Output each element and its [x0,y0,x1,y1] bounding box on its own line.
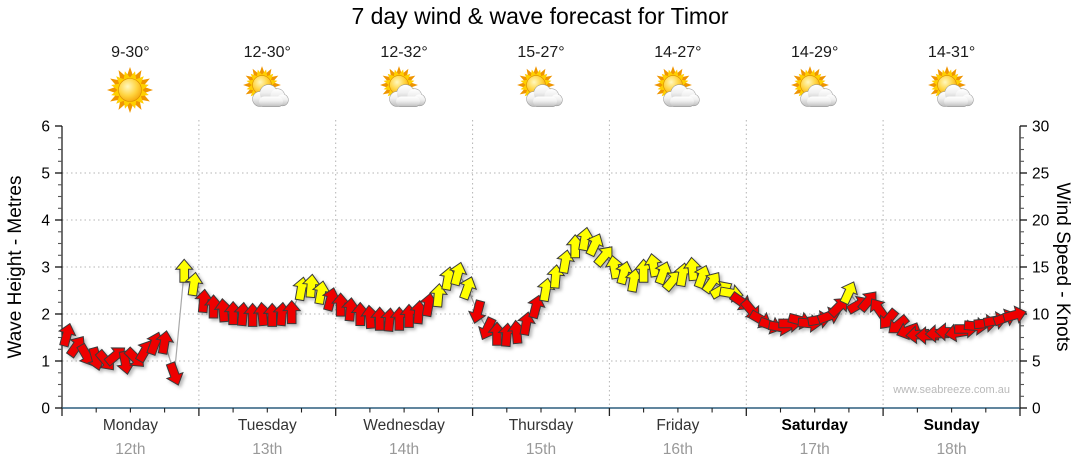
wind-axis-tick-label: 5 [1032,354,1041,371]
day-name-label: Sunday [923,417,980,434]
day-temp-label: 14-31° [927,44,976,61]
wind-arrow [467,299,487,324]
sun-cloud-icon [790,66,839,114]
day-date-label: 12th [115,441,146,458]
wind-arrow [682,256,702,282]
wind-arrow [517,311,536,337]
wind-arrow [57,322,77,348]
wind-arrow [428,282,449,308]
wave-axis-tick-label: 2 [41,307,50,324]
day-date-label: 13th [252,441,283,458]
day-date-label: 17th [799,441,830,458]
sun-icon [106,66,154,114]
wind-axis-tick-label: 30 [1032,119,1050,136]
day-temp-label: 12-30° [243,44,291,61]
page-title: 7 day wind & wave forecast for Timor [351,3,729,29]
wind-axis-tick-label: 20 [1032,213,1050,230]
wave-axis-tick-label: 0 [41,401,50,418]
wind-arrow [827,297,848,319]
day-name-label: Thursday [508,417,574,434]
wind-arrow [585,233,604,258]
sun-cloud-icon [517,66,565,114]
wind-arrow [459,276,478,301]
wind-axis-tick-label: 0 [1032,401,1041,418]
wind-arrow [1002,305,1027,324]
wind-arrow [155,330,175,355]
day-name-label: Monday [102,417,158,434]
day-temp-label: 9-30° [111,44,150,61]
day-date-label: 16th [662,441,693,458]
day-name-label: Saturday [781,417,848,434]
sun-cloud-icon [653,66,702,114]
sun-cloud-icon [380,66,428,114]
day-temp-label: 15-27° [517,44,565,61]
wind-arrow [839,281,859,306]
wind-arrow [604,254,624,280]
watermark: www.seabreeze.com.au [893,384,1010,396]
wave-axis-tick-label: 5 [41,166,50,183]
wind-arrow [556,249,576,275]
day-temp-label: 12-32° [380,44,428,61]
day-name-label: Friday [656,417,700,434]
wind-arrow [527,294,546,320]
sun-cloud-icon [243,66,291,114]
wind-axis-tick-label: 15 [1032,260,1049,277]
wind-axis-tick-label: 10 [1032,307,1050,324]
day-name-label: Wednesday [363,417,445,434]
wind-arrow [643,253,663,278]
wind-arrow [184,271,204,297]
wave-axis-tick-label: 3 [41,260,50,277]
sun-cloud-icon [927,66,976,114]
day-date-label: 15th [525,441,557,458]
wave-axis-tick-label: 1 [41,354,50,371]
wind-arrow [174,258,194,283]
wind-arrow-series [57,226,1027,386]
day-temp-label: 14-29° [791,44,839,61]
day-temp-label: 14-27° [654,44,702,61]
day-name-label: Tuesday [237,417,297,434]
wind-arrow [701,271,721,295]
wind-arrow [165,361,184,386]
day-date-label: 18th [936,441,967,458]
wind-arrow [448,261,468,287]
wave-axis-tick-label: 6 [41,119,50,136]
wind-arrow [282,299,302,325]
wave-axis-tick-label: 4 [41,213,50,230]
wind-axis-tick-label: 25 [1032,166,1049,183]
day-date-label: 14th [389,441,420,458]
